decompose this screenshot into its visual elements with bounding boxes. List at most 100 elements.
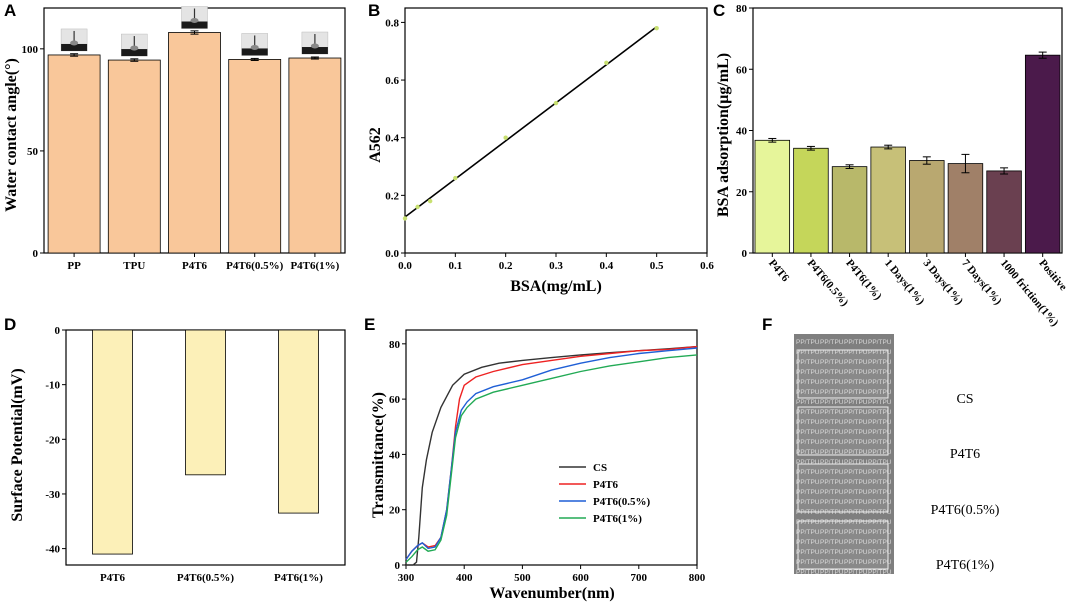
photo-print-text: PP/TPU — [868, 359, 892, 366]
chart-b-xlabel: BSA(mg/mL) — [510, 278, 602, 295]
photo-print-text: PP/TPU — [844, 409, 868, 416]
chart-e-xlabel: Wavenumber(nm) — [489, 585, 614, 602]
photo-print-text: PP/TPU — [844, 479, 868, 486]
photo-print-text: PP/TPU — [868, 429, 892, 436]
photo-print-text: PP/TPU — [844, 399, 868, 406]
chart-d-surface-potential: 0 -10 -20 -30 -40 P4T6 P4T6(0.5%) P4T6(1%) — [45, 325, 346, 584]
chart-a-bar — [168, 32, 221, 254]
chart-a-ytick-label: 0 — [33, 248, 39, 260]
photo-print-text: PP/TPU — [796, 349, 820, 356]
photo-print-text: PP/TPU — [796, 479, 820, 486]
chart-b-point — [402, 216, 408, 221]
chart-c-bar — [754, 139, 791, 254]
photo-print-text: PP/TPU — [796, 369, 820, 376]
photo-print-text: PP/TPU — [820, 479, 844, 486]
photo-print-text: PP/TPU — [796, 449, 820, 456]
chart-c-ylabel: BSA adsorption(μg/mL) — [715, 53, 732, 217]
photo-print-text: PP/TPU — [844, 369, 868, 376]
chart-e-transmittance: 300 400 500 600 700 800 0 20 40 60 80 CS P4T6 P4T6(0.… — [389, 329, 706, 584]
photo-print-text: PP/TPU — [868, 569, 892, 576]
chart-b-point — [604, 60, 609, 65]
chart-e-xtick-label: 800 — [689, 572, 706, 584]
photo-print-text: PP/TPU — [868, 439, 892, 446]
chart-c-bar — [870, 146, 906, 254]
photo-print-text: PP/TPU — [868, 489, 892, 496]
chart-c-xtick-label: 7 Days(1%) — [959, 257, 1004, 307]
chart-c-ytick-label: 40 — [736, 126, 748, 138]
photo-print-text: PP/TPU — [868, 399, 892, 406]
photo-print-text: PP/TPU — [796, 359, 820, 366]
chart-d-bar — [185, 329, 226, 476]
chart-b-ylabel: A562 — [367, 127, 384, 163]
photo-print-text: PP/TPU — [844, 549, 868, 556]
chart-e-series-line — [405, 354, 698, 563]
photo-print-text: PP/TPU — [820, 529, 844, 536]
photo-print-text: PP/TPU — [844, 539, 868, 546]
droplet-image-drop — [190, 18, 199, 23]
chart-a-xtick-label: P4T6(1%) — [290, 260, 339, 272]
photo-print-text: PP/TPU — [868, 529, 892, 536]
chart-a-xtick-label: TPU — [123, 260, 145, 272]
chart-b-xtick-label: 0.3 — [549, 260, 563, 272]
photo-print-text: PP/TPU — [844, 339, 868, 346]
photo-sample-label: CS — [956, 392, 973, 407]
droplet-image-drop — [250, 44, 259, 50]
chart-a-bar — [228, 59, 282, 254]
photo-print-text: PP/TPU — [844, 429, 868, 436]
chart-c-ytick-label: 60 — [736, 64, 748, 76]
chart-c-xtick-label: P4T6 — [766, 257, 792, 284]
chart-b-ytick-label: 0.8 — [385, 17, 399, 29]
photo-print-text: PP/TPU — [868, 349, 892, 356]
chart-d-ylabel: Surface Potential(mV) — [9, 368, 26, 521]
chart-c-bar — [793, 147, 829, 254]
photo-print-text: PP/TPU — [868, 519, 892, 526]
chart-b-xtick-label: 0.0 — [398, 260, 412, 272]
photo-print-text: PP/TPU — [820, 439, 844, 446]
sample-film-outline — [797, 520, 889, 570]
panel-label-e: E — [364, 315, 375, 334]
photo-print-text: PP/TPU — [796, 419, 820, 426]
photo-print-text: PP/TPU — [820, 449, 844, 456]
photo-print-text: PP/TPU — [844, 519, 868, 526]
photo-print-text: PP/TPU — [796, 379, 820, 386]
chart-d-bar — [92, 329, 133, 555]
photo-print-text: PP/TPU — [844, 389, 868, 396]
chart-a-bar — [288, 57, 342, 254]
chart-e-series-line — [405, 347, 698, 560]
chart-e-legend-label: P4T6(0.5%) — [593, 496, 650, 508]
chart-b-frame — [404, 7, 708, 254]
chart-b-ytick-label: 0.2 — [385, 190, 399, 202]
photo-print-text: PP/TPU — [820, 349, 844, 356]
chart-a-xtick-label: PP — [67, 260, 81, 272]
chart-b-ytick-label: 0.6 — [385, 75, 399, 87]
droplet-image-substrate — [241, 48, 268, 56]
chart-e-ytick-label: 80 — [389, 339, 401, 351]
chart-c-xtick-label: 3 Days(1%) — [921, 257, 966, 307]
photo-print-text: PP/TPU — [844, 459, 868, 466]
photo-print-text: PP/TPU — [868, 559, 892, 566]
chart-b-fit-line — [404, 26, 658, 218]
chart-c-xtick-label: Positive — [1036, 257, 1069, 293]
chart-b-xtick-label: 0.4 — [599, 260, 613, 272]
chart-e-ylabel: Transmittance(%) — [370, 392, 387, 518]
photo-print-text: PP/TPU — [796, 529, 820, 536]
droplet-image-drop — [70, 40, 79, 46]
chart-c-ytick-label: 80 — [736, 3, 748, 15]
chart-e-legend-label: P4T6(1%) — [593, 513, 642, 525]
photo-print-text: PP/TPU — [868, 499, 892, 506]
sample-film-outline — [797, 463, 889, 513]
chart-b-point — [453, 175, 458, 181]
photo-print-text: PP/TPU — [844, 499, 868, 506]
sample-photo — [794, 334, 894, 574]
photo-print-text: PP/TPU — [820, 379, 844, 386]
chart-d-ytick-label: -10 — [45, 380, 60, 392]
photo-print-text: PP/TPU — [844, 489, 868, 496]
chart-b-xtick-label: 0.6 — [700, 260, 714, 272]
photo-print-text: PP/TPU — [820, 539, 844, 546]
photo-print-text: PP/TPU — [868, 389, 892, 396]
panel-label-a: A — [4, 1, 16, 20]
chart-e-frame — [405, 329, 698, 566]
photo-sample-label: P4T6(0.5%) — [931, 503, 1000, 518]
droplet-image-substrate — [181, 21, 208, 29]
